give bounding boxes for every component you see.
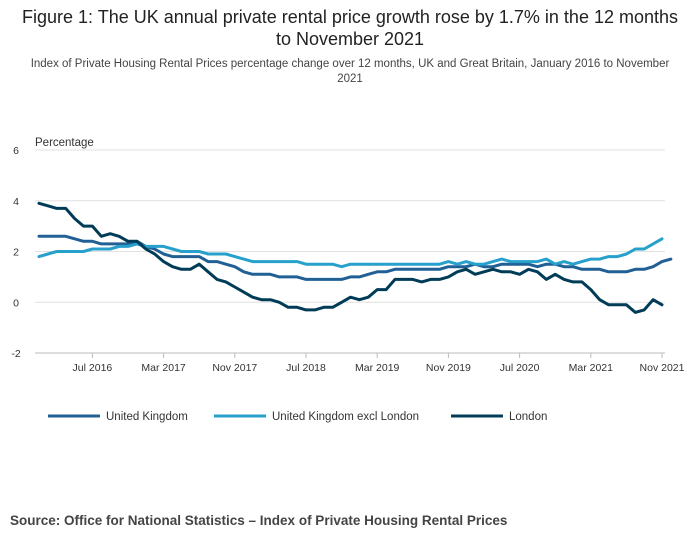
legend-label: United Kingdom excl London (272, 411, 419, 423)
y-tick-label: -2 (11, 348, 20, 360)
series-lines (37, 201, 673, 314)
source-note: Source: Office for National Statistics –… (10, 513, 508, 528)
chart-subtitle: Index of Private Housing Rental Prices p… (30, 58, 670, 85)
y-tick-label: 6 (13, 145, 19, 157)
grid-lines (35, 149, 665, 354)
chart-title: Figure 1: The UK annual private rental p… (21, 7, 679, 49)
y-tick-label: 0 (13, 297, 19, 309)
y-tick-label: 4 (13, 196, 19, 208)
y-axis: -2 0 2 4 6 Percentage (11, 137, 94, 360)
series-line (37, 201, 664, 314)
x-tick-label: Mar 2019 (355, 362, 400, 374)
x-axis: Jul 2016 Mar 2017 Nov 2017 Jul 2018 Mar 2019… (35, 352, 685, 374)
legend: United Kingdom United Kingdom excl London… (48, 411, 547, 423)
x-tick-label: Jul 2020 (500, 362, 540, 374)
x-tick-label: Nov 2019 (426, 362, 471, 374)
x-tick-label: Mar 2021 (569, 362, 614, 374)
x-tick-label: Jul 2018 (286, 362, 326, 374)
legend-label: London (509, 411, 547, 423)
legend-label: United Kingdom (106, 411, 188, 423)
x-tick-label: Mar 2017 (141, 362, 186, 374)
x-tick-label: Nov 2017 (212, 362, 257, 374)
y-tick-label: 2 (13, 247, 19, 259)
x-tick-label: Nov 2021 (640, 362, 685, 374)
y-axis-label: Percentage (35, 137, 94, 149)
x-tick-label: Jul 2016 (73, 362, 113, 374)
line-chart: -2 0 2 4 6 Percentage Jul 2016 Mar 2017 Nov 201… (11, 137, 685, 423)
